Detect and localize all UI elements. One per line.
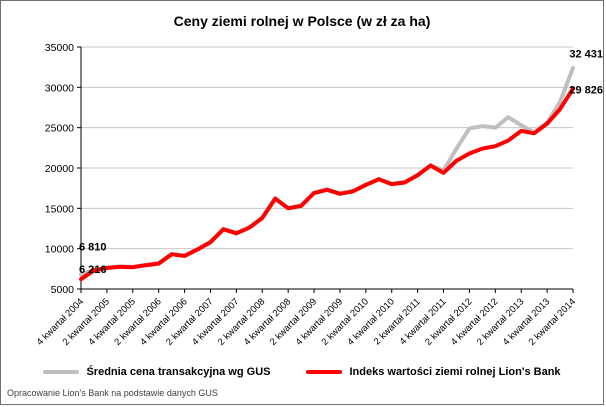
legend-item-lions-bank: Indeks wartości ziemi rolnej Lion's Bank [306, 366, 561, 378]
y-axis-label: 35000 [45, 42, 74, 54]
y-axis-label: 30000 [45, 82, 74, 94]
annotation-lions-first: 6 216 [79, 264, 107, 276]
annotation-lions-last: 29 826 [569, 85, 603, 97]
land-price-line-chart: 5000 10000 15000 20000 25000 30000 35000 4 kwar… [1, 39, 603, 361]
annotation-gus-first: 6 810 [79, 241, 107, 253]
y-axis-label: 25000 [45, 123, 74, 135]
legend-swatch-lions-bank [306, 370, 343, 374]
y-axis-label: 5000 [51, 284, 75, 296]
lions-bank-series-line [79, 86, 575, 282]
annotation-gus-last: 32 431 [569, 49, 603, 61]
gus-series-line [79, 65, 575, 277]
x-axis-label: 2 kwartał 2014 [527, 296, 578, 347]
legend-item-gus: Średnia cena transakcyjna wg GUS [43, 366, 270, 378]
y-axis-label: 15000 [45, 203, 74, 215]
legend-label-lions-bank: Indeks wartości ziemi rolnej Lion's Bank [349, 366, 561, 378]
chart-title: Ceny ziemi rolnej w Polsce (w zł za ha) [173, 13, 431, 29]
source-note: Opracowanie Lion's Bank na podstawie dan… [7, 388, 218, 398]
legend-swatch-gus [43, 370, 80, 374]
legend: Średnia cena transakcyjna wg GUS Indeks … [1, 361, 603, 383]
legend-label-gus: Średnia cena transakcyjna wg GUS [86, 366, 271, 378]
y-axis-label: 20000 [45, 163, 74, 175]
y-axis-label: 10000 [45, 244, 74, 256]
